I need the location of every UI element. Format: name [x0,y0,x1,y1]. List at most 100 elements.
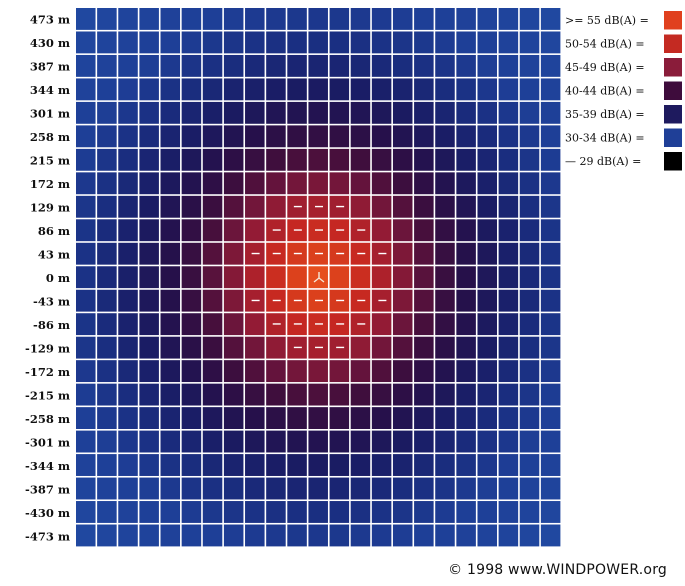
heatmap-cell [76,407,96,430]
heatmap-cell [139,266,159,289]
heatmap-cell [540,195,561,218]
heatmap-cell [392,383,413,406]
heatmap-cell [477,172,498,195]
heatmap-cell [139,195,159,218]
heatmap-cell [435,125,455,148]
heatmap-cell [350,477,371,500]
heatmap-cell [477,31,498,54]
heatmap-cell [456,219,476,242]
heatmap-cell [477,383,498,406]
heatmap-cell [498,148,519,171]
heatmap-cell [498,101,519,124]
heatmap-cell [435,101,455,124]
heatmap-cell [414,383,434,406]
heatmap-cell [414,219,434,242]
heatmap-cell [160,54,181,77]
heatmap-cell [414,407,434,430]
heatmap-cell [118,31,138,54]
heatmap-cell [498,172,519,195]
legend-swatch [664,81,682,100]
heatmap-cell [371,430,392,453]
heatmap-cell [223,242,244,265]
heatmap-cell [97,430,117,453]
heatmap-cell [456,266,476,289]
heatmap-cell [350,454,371,476]
heatmap-cell [181,219,202,242]
heatmap-cell [540,383,561,406]
heatmap-cell [519,242,540,265]
heatmap-cell [266,172,286,195]
y-axis-label: 215 m [30,154,70,168]
legend-label: >= 55 dB(A) = [565,14,649,27]
heatmap-cell [266,266,286,289]
heatmap-cell [76,524,96,547]
heatmap-cell [139,148,159,171]
heatmap-cell [498,430,519,453]
heatmap-cell [308,477,328,500]
heatmap-cell [245,219,265,242]
heatmap-cell [181,501,202,523]
heatmap-cell [160,148,181,171]
heatmap-cell [76,31,96,54]
heatmap-cell [160,242,181,265]
heatmap-cell [118,148,138,171]
heatmap-cell [456,407,476,430]
heatmap-cell [245,454,265,476]
y-axis-label: 43 m [38,248,70,262]
heatmap-cell [118,313,138,336]
legend-swatch [664,58,682,77]
heatmap-cell [392,430,413,453]
heatmap-cell [477,289,498,312]
heatmap-cell [414,242,434,265]
heatmap-cell [350,8,371,30]
heatmap-cell [139,219,159,242]
y-axis-label: -430 m [25,506,70,520]
heatmap-cell [456,336,476,359]
heatmap-cell [519,407,540,430]
heatmap-cell [223,8,244,30]
heatmap-cell [287,101,307,124]
heatmap-cell [371,454,392,476]
heatmap-cell [498,195,519,218]
heatmap-cell [498,454,519,476]
heatmap-cell [139,289,159,312]
heatmap-cell [181,524,202,547]
heatmap-cell [202,54,223,77]
heatmap-cell [266,477,286,500]
heatmap-cell [540,501,561,523]
heatmap-cell [540,477,561,500]
heatmap-cell [245,477,265,500]
heatmap-cell [181,430,202,453]
heatmap-cell [139,383,159,406]
heatmap-cell [118,219,138,242]
heatmap-cell [414,172,434,195]
heatmap-cell [139,242,159,265]
heatmap-cell [160,195,181,218]
heatmap-cell [202,101,223,124]
heatmap-cell [435,172,455,195]
heatmap-cell [540,360,561,383]
heatmap-cell [97,360,117,383]
heatmap-cell [223,101,244,124]
heatmap-cell [139,8,159,30]
heatmap-cell [477,101,498,124]
heatmap-cell [456,289,476,312]
heatmap-cell [329,383,350,406]
heatmap-cell [160,407,181,430]
heatmap-cell [371,336,392,359]
heatmap-cell [477,125,498,148]
heatmap-cell [202,524,223,547]
heatmap-cell [202,266,223,289]
heatmap-cell [392,8,413,30]
heatmap-cell [97,242,117,265]
heatmap-cell [181,360,202,383]
heatmap-cell [498,407,519,430]
heatmap-cell [540,125,561,148]
heatmap-cell [76,454,96,476]
heatmap-cell [392,54,413,77]
heatmap-cell [540,266,561,289]
heatmap-cell [160,219,181,242]
heatmap-cell [435,336,455,359]
heatmap-cell [97,125,117,148]
heatmap-cell [414,524,434,547]
